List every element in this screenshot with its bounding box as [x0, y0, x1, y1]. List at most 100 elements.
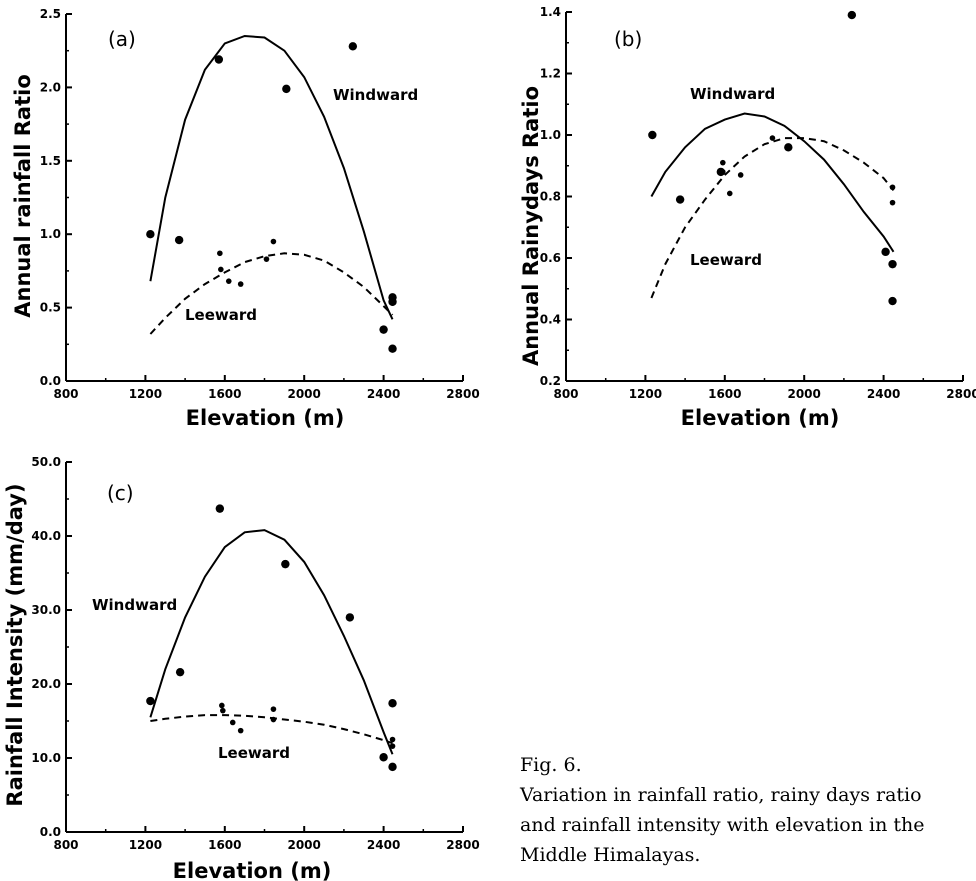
y-tick-label: 0.0 — [40, 374, 61, 388]
leeward-point — [237, 727, 244, 734]
leeward-point — [263, 256, 270, 262]
leeward-label: Leeward — [218, 744, 290, 762]
windward-point — [345, 613, 355, 622]
leeward-point — [726, 190, 733, 197]
x-tick-label: 800 — [53, 387, 78, 401]
windward-point — [648, 130, 657, 140]
leeward-curve — [650, 137, 895, 299]
x-tick-label: 2800 — [446, 838, 479, 852]
leeward-point — [389, 743, 396, 749]
windward-label: Windward — [333, 86, 418, 104]
leeward-point — [889, 199, 896, 206]
caption-line: and rainfall intensity with elevation in… — [520, 814, 925, 836]
x-axis-label: Elevation (m) — [681, 406, 840, 430]
x-tick-label: 2400 — [367, 838, 400, 852]
windward-point — [388, 699, 397, 708]
leeward-label: Leeward — [690, 251, 762, 269]
leeward-point — [220, 707, 226, 714]
panel-label: (b) — [614, 27, 642, 51]
windward-label: Windward — [690, 85, 775, 103]
windward-point — [146, 696, 155, 706]
leeward-point — [237, 281, 244, 287]
windward-point — [282, 84, 291, 94]
y-tick-label: 1.4 — [540, 5, 561, 19]
y-tick-label: 1.0 — [40, 227, 61, 241]
x-tick-label: 800 — [553, 387, 578, 401]
windward-point — [847, 10, 857, 20]
leeward-point — [225, 278, 232, 284]
windward-curve — [149, 529, 394, 755]
windward-curve — [650, 112, 895, 253]
caption-line: Middle Himalayas. — [520, 844, 701, 866]
windward-point — [379, 325, 388, 334]
leeward-point — [889, 184, 896, 191]
windward-point — [881, 247, 890, 257]
y-axis-label: Annual Rainydays Ratio — [519, 86, 543, 366]
y-tick-label: 0.0 — [40, 825, 61, 839]
y-tick-label: 50.0 — [31, 455, 61, 469]
leeward-point — [219, 702, 225, 709]
leeward-point — [229, 719, 236, 726]
leeward-curve — [149, 252, 394, 335]
leeward-point — [720, 169, 726, 175]
leeward-point — [270, 238, 277, 245]
leeward-label: Leeward — [185, 306, 257, 324]
y-tick-label: 2.0 — [40, 80, 61, 94]
y-axis-label: Rainfall Intensity (mm/day) — [3, 483, 27, 806]
windward-label: Windward — [92, 596, 177, 614]
windward-curve — [149, 34, 394, 320]
leeward-point — [737, 172, 744, 178]
leeward-point — [270, 706, 277, 712]
y-tick-label: 0.6 — [540, 251, 561, 265]
y-tick-label: 10.0 — [31, 751, 61, 765]
x-tick-label: 1600 — [708, 387, 741, 401]
leeward-point — [720, 159, 726, 166]
x-tick-label: 2400 — [367, 387, 400, 401]
x-tick-label: 2000 — [287, 387, 320, 401]
windward-point — [281, 559, 290, 569]
x-tick-label: 1200 — [629, 387, 662, 401]
y-tick-label: 0.2 — [540, 374, 561, 388]
y-tick-label: 0.5 — [40, 301, 61, 315]
caption-line: Variation in rainfall ratio, rainy days … — [520, 784, 922, 806]
chart-panel: 800 1200 1600 2000 2400 2800 0.2 0.4 0.6 0.8 1.0 1.… — [519, 5, 976, 430]
panel-label: (c) — [107, 481, 134, 505]
x-tick-label: 1200 — [129, 838, 162, 852]
windward-point — [388, 344, 397, 353]
leeward-point — [217, 250, 223, 257]
y-tick-label: 1.2 — [540, 67, 561, 81]
windward-point — [146, 230, 155, 239]
x-tick-label: 2000 — [787, 387, 820, 401]
panel-label: (a) — [108, 27, 136, 51]
windward-point — [214, 55, 224, 64]
windward-point — [784, 143, 793, 152]
y-tick-label: 40.0 — [31, 529, 61, 543]
chart-panel: 800 1200 1600 2000 2400 2800 0.0 10.0 20.0 30.0 40… — [3, 455, 480, 881]
y-tick-label: 20.0 — [31, 677, 61, 691]
caption-title: Fig. 6. — [520, 754, 582, 776]
chart-panel: 800 1200 1600 2000 2400 2800 0.0 0.5 1.0 1.5 2.0 2.… — [11, 7, 480, 430]
x-tick-label: 800 — [53, 838, 78, 852]
windward-point — [215, 504, 225, 513]
x-tick-label: 2000 — [287, 838, 320, 852]
leeward-point — [769, 135, 776, 141]
windward-point — [348, 42, 358, 51]
y-tick-label: 1.0 — [540, 128, 561, 142]
windward-point — [388, 762, 397, 772]
windward-point — [888, 259, 897, 269]
leeward-point — [389, 736, 396, 743]
y-tick-label: 2.5 — [40, 7, 61, 21]
x-tick-label: 1200 — [129, 387, 162, 401]
windward-point — [379, 753, 388, 762]
windward-point — [888, 296, 897, 306]
x-tick-label: 1600 — [208, 387, 241, 401]
windward-point — [675, 195, 685, 204]
y-axis-label: Annual rainfall Ratio — [11, 74, 35, 317]
y-tick-label: 1.5 — [40, 154, 61, 168]
y-tick-label: 0.8 — [540, 190, 561, 204]
windward-point — [175, 667, 185, 677]
x-tick-label: 1600 — [208, 838, 241, 852]
x-axis-label: Elevation (m) — [186, 406, 345, 430]
leeward-point — [389, 300, 396, 306]
